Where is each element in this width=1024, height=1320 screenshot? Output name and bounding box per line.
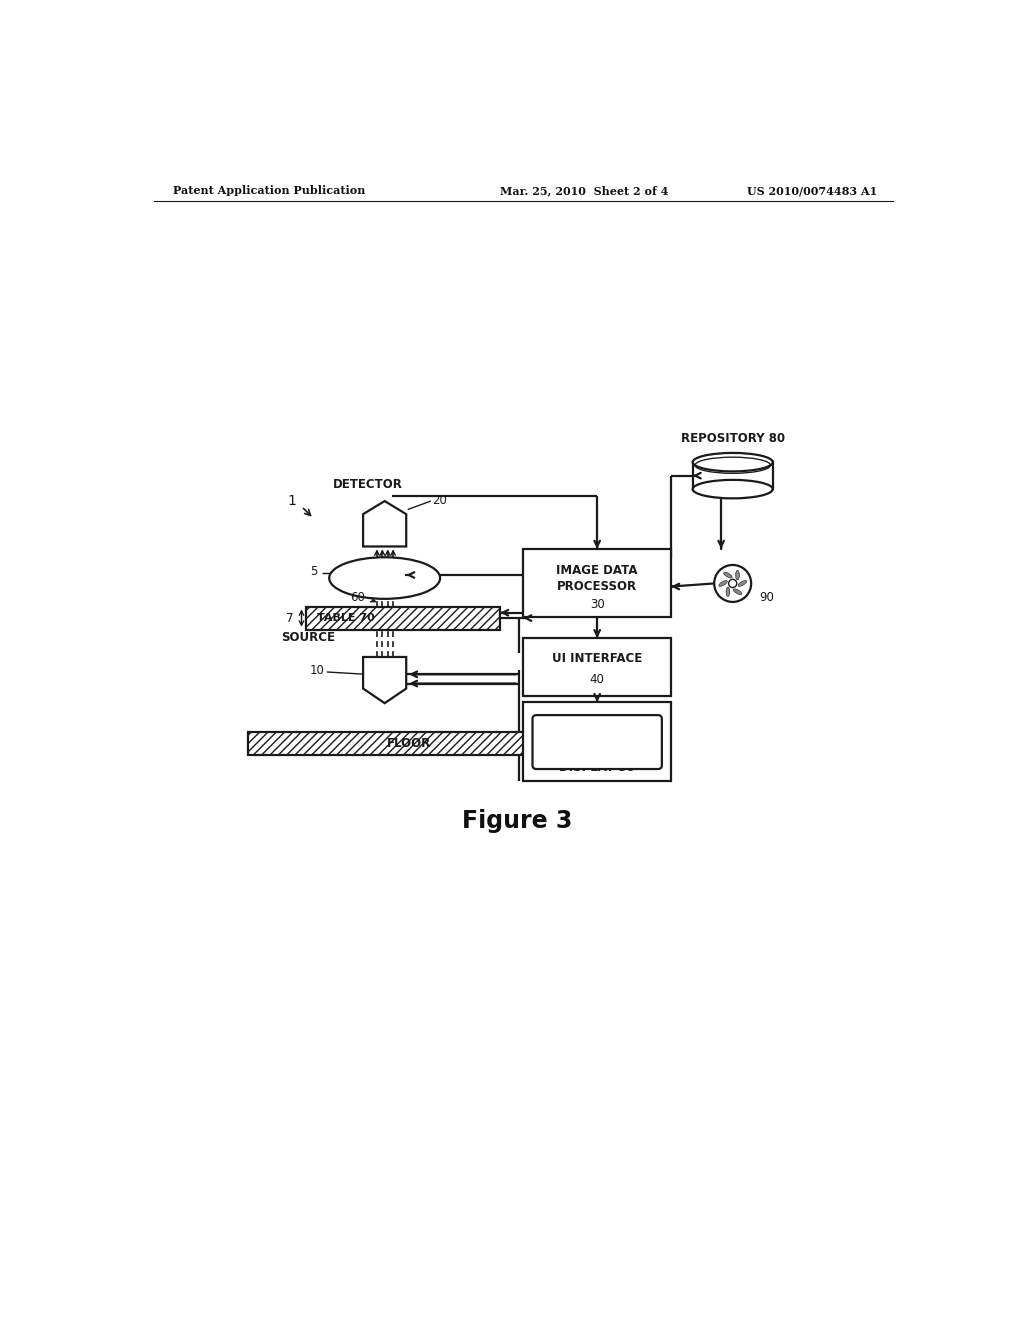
Ellipse shape — [733, 589, 741, 594]
Text: Figure 3: Figure 3 — [462, 809, 572, 833]
Bar — [248, 733, 585, 755]
Bar — [523, 549, 671, 616]
Ellipse shape — [719, 581, 727, 586]
Text: 90: 90 — [759, 591, 774, 603]
Text: PROCESSOR: PROCESSOR — [557, 579, 637, 593]
Bar — [306, 607, 500, 630]
Text: 5: 5 — [310, 565, 317, 578]
Text: FLOOR: FLOOR — [386, 737, 431, 750]
Circle shape — [729, 579, 736, 587]
Ellipse shape — [692, 480, 773, 499]
Text: 60: 60 — [350, 591, 366, 603]
Text: DETECTOR: DETECTOR — [333, 478, 402, 491]
Bar — [523, 702, 671, 780]
Ellipse shape — [735, 570, 739, 579]
Text: 10: 10 — [309, 664, 325, 677]
Text: 40: 40 — [590, 673, 604, 686]
Polygon shape — [364, 657, 407, 704]
Text: IMAGE DATA: IMAGE DATA — [556, 564, 638, 577]
Text: UI INTERFACE: UI INTERFACE — [552, 652, 642, 665]
Text: 30: 30 — [590, 598, 604, 611]
Bar — [692, 462, 773, 490]
Text: 1: 1 — [288, 494, 297, 508]
Text: US 2010/0074483 A1: US 2010/0074483 A1 — [748, 185, 878, 197]
Text: TABLE 70: TABLE 70 — [316, 612, 375, 623]
Text: DISPLAY 50: DISPLAY 50 — [559, 760, 635, 774]
Text: Mar. 25, 2010  Sheet 2 of 4: Mar. 25, 2010 Sheet 2 of 4 — [500, 185, 669, 197]
Text: 20: 20 — [432, 494, 447, 507]
Ellipse shape — [330, 557, 440, 599]
Bar — [523, 638, 671, 696]
Ellipse shape — [724, 573, 732, 578]
Ellipse shape — [726, 587, 730, 597]
Text: SOURCE: SOURCE — [281, 631, 335, 644]
Polygon shape — [364, 502, 407, 546]
Ellipse shape — [692, 453, 773, 471]
Text: Patent Application Publication: Patent Application Publication — [173, 185, 366, 197]
FancyBboxPatch shape — [532, 715, 662, 770]
Circle shape — [714, 565, 752, 602]
Ellipse shape — [738, 581, 746, 586]
Text: 7: 7 — [287, 611, 294, 624]
Text: REPOSITORY 80: REPOSITORY 80 — [681, 432, 784, 445]
